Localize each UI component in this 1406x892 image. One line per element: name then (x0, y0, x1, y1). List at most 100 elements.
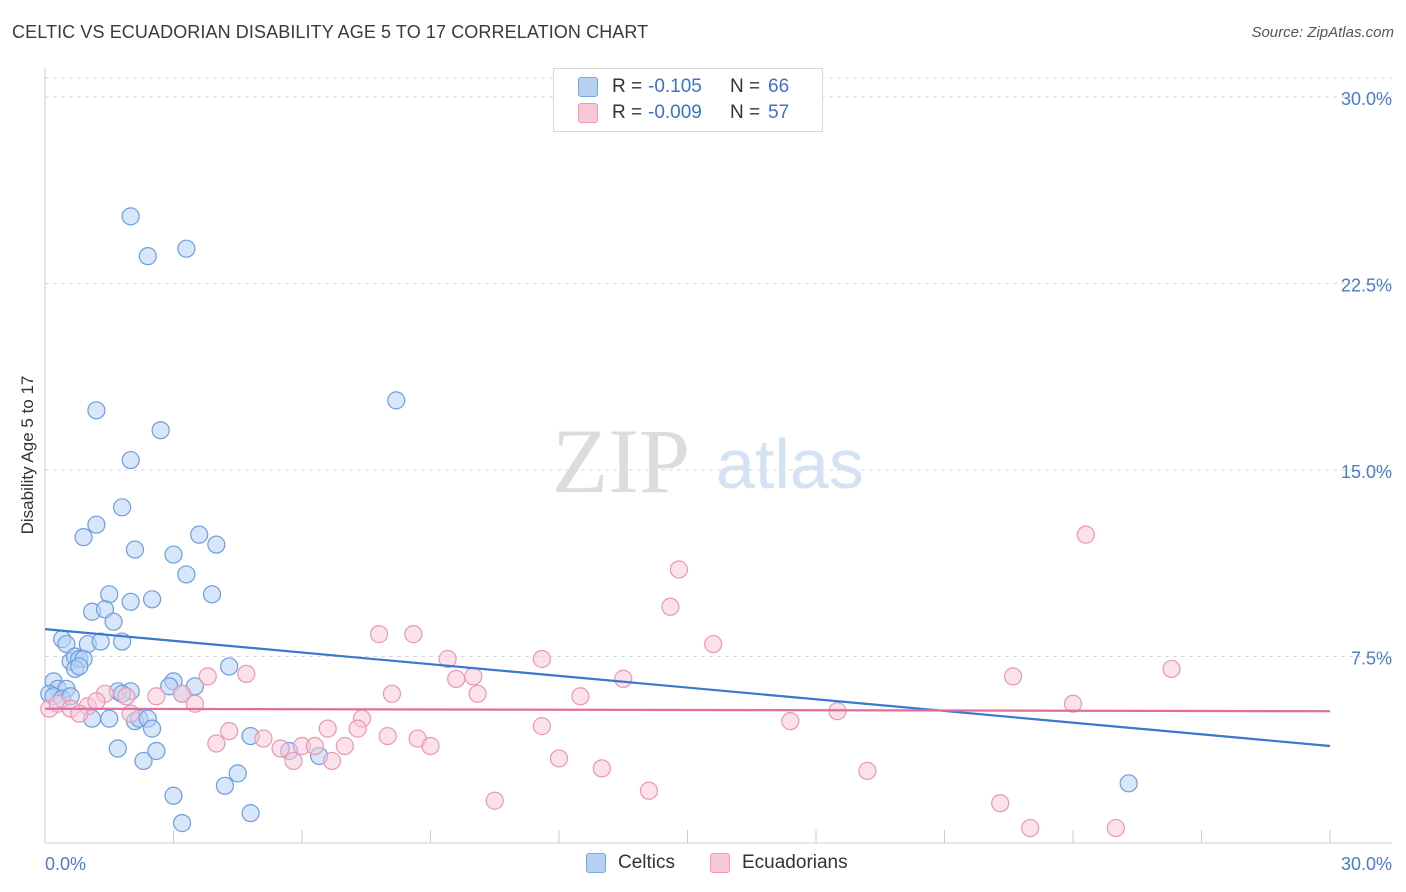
celtic-point (121, 592, 140, 611)
y-tick-label: 15.0% (1341, 462, 1392, 482)
ecuadorians-n-value: 57 (768, 102, 790, 123)
ecuadorian-point (198, 667, 217, 686)
ecuadorian-point (661, 597, 680, 616)
celtic-point (220, 657, 239, 676)
y-tick-label: 7.5% (1351, 649, 1392, 669)
ecuadorian-point (421, 736, 440, 756)
trend-lines (44, 628, 1331, 748)
celtic-point (100, 709, 119, 728)
celtic-point (87, 401, 106, 420)
ecuadorian-point (348, 719, 367, 738)
ecuadorian-point (382, 684, 402, 703)
ecuadorian-point (121, 704, 140, 723)
ecuadorian-point (284, 751, 303, 771)
celtics-r-label: R = (612, 76, 643, 97)
celtic-point (215, 776, 234, 795)
celtic-point (121, 207, 140, 226)
ecuadorian-point (318, 719, 337, 738)
ecuadorian-point (172, 684, 192, 703)
celtic-point (190, 525, 209, 544)
ecuadorian-point (532, 649, 551, 669)
ecuadorian-point (404, 625, 423, 644)
legend-row-celtics: R = -0.105 N = 66 (578, 75, 789, 99)
bottom-legend-ecuadorians[interactable]: Ecuadorians (710, 852, 848, 874)
ecuadorian-point (254, 729, 273, 748)
celtic-point (164, 545, 183, 564)
celtic-point (387, 391, 406, 410)
bottom-legend-celtics[interactable]: Celtics (586, 852, 675, 874)
celtic-point (151, 421, 170, 440)
ecuadorian-point (464, 667, 483, 686)
celtic-point (177, 239, 196, 258)
celtic-point (104, 612, 123, 631)
ecuadorian-point (438, 649, 457, 669)
celtic-point (142, 719, 162, 738)
tick-labels: 7.5% 15.0% 22.5% 30.0% 0.0% 30.0% (45, 89, 1392, 874)
y-tick-label: 30.0% (1341, 89, 1392, 109)
celtic-point (57, 634, 76, 654)
celtic-point (172, 814, 192, 833)
ecuadorian-point (305, 736, 324, 756)
ecuadorian-point (1106, 818, 1125, 838)
celtic-point (134, 751, 153, 771)
ecuadorian-point (1162, 659, 1181, 679)
ecuadorian-point (87, 692, 106, 711)
ecuadorian-point (485, 791, 504, 810)
ecuadorian-point (335, 736, 354, 756)
ecuadorian-point (781, 712, 800, 731)
ecuadorian-point (639, 781, 659, 800)
ecuadorian-point (370, 625, 389, 644)
celtic-point (108, 739, 127, 758)
celtic-point (138, 247, 157, 266)
watermark-atlas: atlas (716, 425, 864, 503)
ecuadorian-point (207, 734, 226, 753)
ecuadorian-point (1063, 694, 1083, 713)
celtics-trend-line (44, 628, 1331, 748)
celtic-point (147, 741, 166, 761)
celtic-point (125, 540, 145, 559)
ecuadorian-point (220, 721, 239, 741)
celtic-point (164, 786, 183, 805)
ecuadorians-legend-swatch (710, 853, 730, 873)
ecuadorian-point (322, 751, 342, 771)
celtic-point (228, 764, 247, 783)
ecuadorian-point (468, 684, 487, 703)
celtics-r-value: -0.105 (648, 76, 702, 97)
x-tick-label: 0.0% (45, 854, 86, 874)
x-tick-label: 30.0% (1341, 854, 1392, 874)
chart-title: CELTIC VS ECUADORIAN DISABILITY AGE 5 TO… (12, 22, 649, 42)
ecuadorian-point (147, 687, 166, 706)
data-points (40, 207, 1181, 838)
ecuadorian-point (669, 560, 689, 579)
celtic-point (91, 632, 110, 651)
ecuadorian-point (378, 726, 397, 746)
bottom-legend: Celtics Ecuadorians (0, 852, 1406, 878)
celtics-legend-label: Celtics (618, 852, 676, 873)
celtic-point (202, 585, 222, 604)
celtic-point (177, 565, 196, 584)
celtics-n-value: 66 (768, 76, 790, 97)
ecuadorians-n-label: N = (730, 102, 761, 123)
ecuadorian-point (991, 794, 1010, 813)
celtic-point (95, 600, 115, 619)
legend-box: R = -0.105 N = 66 R = -0.009 N = 57 (553, 68, 823, 132)
celtic-point (1119, 774, 1138, 793)
celtics-n-label: N = (730, 76, 761, 97)
celtic-point (70, 657, 89, 676)
source-label: Source: ZipAtlas.com (1251, 24, 1394, 41)
ecuadorian-point (532, 717, 551, 736)
ecuadorian-point (704, 634, 723, 654)
ecuadorian-point (614, 669, 633, 688)
ecuadorians-legend-label: Ecuadorians (742, 852, 848, 873)
ecuadorian-point (271, 739, 290, 758)
ecuadorians-swatch (578, 103, 598, 123)
ecuadorian-point (117, 687, 136, 706)
ecuadorian-point (237, 664, 256, 684)
celtics-legend-swatch (586, 853, 606, 873)
ecuadorian-point (858, 761, 877, 780)
ecuadorian-point (1003, 667, 1023, 686)
gridlines (45, 77, 1392, 657)
ecuadorian-point (549, 749, 569, 768)
ecuadorians-trend-line (44, 707, 1331, 713)
ecuadorian-point (447, 669, 466, 688)
